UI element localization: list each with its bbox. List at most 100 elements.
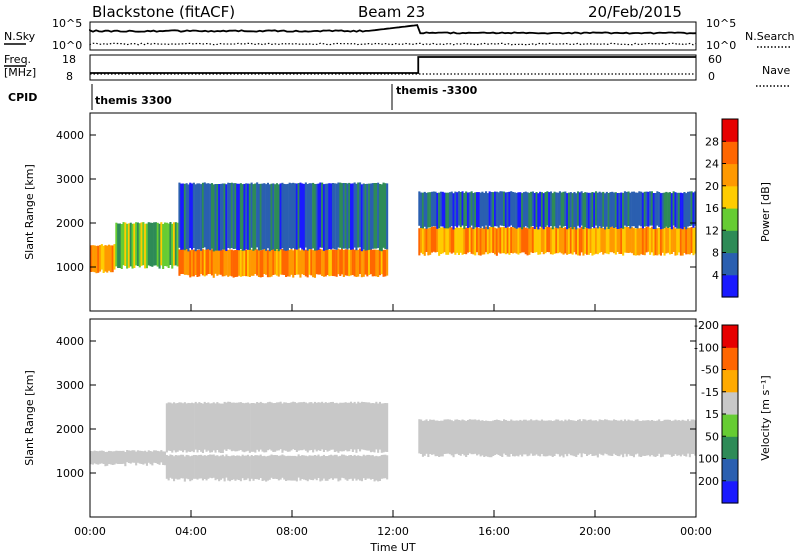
heatmap-cell bbox=[439, 420, 442, 457]
heatmap-cell bbox=[359, 248, 362, 274]
heatmap-cell bbox=[254, 403, 257, 453]
heatmap-cell bbox=[549, 420, 552, 456]
heatmap-cell bbox=[266, 250, 269, 278]
heatmap-cell bbox=[566, 193, 569, 230]
heatmap-cell bbox=[147, 222, 150, 266]
heatmap-cell bbox=[203, 401, 206, 450]
heatmap-cell bbox=[479, 192, 482, 229]
heatmap-cell bbox=[456, 192, 459, 228]
heatmap-cell bbox=[118, 223, 121, 268]
heatmap-cell bbox=[441, 191, 444, 227]
heatmap-cell bbox=[539, 420, 542, 457]
heatmap-cell bbox=[165, 403, 168, 453]
heatmap-cell bbox=[443, 192, 446, 229]
heatmap-cell bbox=[360, 250, 363, 278]
heatmap-cell bbox=[591, 192, 594, 227]
cpid-label: CPID bbox=[8, 91, 37, 104]
heatmap-cell bbox=[638, 420, 641, 457]
heatmap-cell bbox=[221, 403, 224, 453]
heatmap-cell bbox=[331, 401, 334, 450]
heatmap-cell bbox=[620, 227, 623, 254]
heatmap-cell bbox=[578, 228, 581, 256]
cpid-segment-2: themis -3300 bbox=[396, 84, 478, 97]
heatmap-cell bbox=[342, 250, 345, 277]
heatmap-cell bbox=[209, 183, 212, 251]
heatmap-cell bbox=[533, 420, 536, 456]
heatmap-cell bbox=[301, 183, 304, 250]
heatmap-cell bbox=[384, 454, 387, 479]
heatmap-cell bbox=[355, 250, 358, 277]
heatmap-cell bbox=[495, 228, 498, 256]
heatmap-cell bbox=[196, 403, 199, 453]
heatmap-cell bbox=[120, 224, 123, 269]
heatmap-cell bbox=[616, 193, 619, 229]
heatmap-cell bbox=[326, 456, 329, 481]
heatmap-cell bbox=[310, 249, 313, 276]
heatmap-cell bbox=[620, 419, 623, 455]
heatmap-cell bbox=[571, 420, 574, 456]
ytick-label: 4000 bbox=[56, 129, 84, 142]
heatmap-cell bbox=[577, 191, 580, 226]
heatmap-cell bbox=[555, 419, 558, 454]
heatmap-cell bbox=[618, 420, 621, 457]
heatmap-cell bbox=[256, 455, 259, 480]
heatmap-cell bbox=[245, 455, 248, 480]
heatmap-cell bbox=[151, 222, 154, 267]
colorbar-tick-label: 28 bbox=[705, 135, 719, 148]
xtick-label: 12:00 bbox=[377, 525, 409, 538]
heatmap-cell bbox=[688, 421, 691, 458]
heatmap-cell bbox=[355, 403, 358, 453]
heatmap-cell bbox=[149, 222, 152, 267]
heatmap-cell bbox=[317, 248, 320, 275]
heatmap-cell bbox=[524, 191, 527, 227]
heatmap-cell bbox=[627, 227, 630, 253]
heatmap-cell bbox=[474, 419, 477, 454]
heatmap-cell bbox=[337, 248, 340, 275]
heatmap-cell bbox=[158, 223, 161, 269]
heatmap-cell bbox=[297, 402, 300, 451]
heatmap-cell bbox=[454, 227, 457, 255]
heatmap-cell bbox=[429, 419, 432, 454]
heatmap-cell bbox=[593, 420, 596, 456]
heatmap-cell bbox=[694, 191, 697, 226]
heatmap-cell bbox=[652, 193, 655, 229]
heatmap-cell bbox=[438, 421, 441, 457]
heatmap-cell bbox=[530, 226, 533, 253]
heatmap-cell bbox=[99, 245, 102, 272]
heatmap-cell bbox=[470, 191, 473, 226]
ytick-label: 2000 bbox=[56, 217, 84, 230]
power-colorbar-label: Power [dB] bbox=[759, 182, 772, 242]
heatmap-cell bbox=[470, 227, 473, 254]
heatmap-cell bbox=[605, 227, 608, 254]
heatmap-cell bbox=[219, 248, 222, 275]
heatmap-cell bbox=[304, 402, 307, 451]
heatmap-cell bbox=[295, 183, 298, 250]
heatmap-cell bbox=[463, 192, 466, 229]
heatmap-cell bbox=[539, 227, 542, 255]
heatmap-cell bbox=[546, 226, 549, 252]
heatmap-cell bbox=[360, 401, 363, 450]
heatmap-cell bbox=[461, 419, 464, 454]
heatmap-cell bbox=[364, 248, 367, 275]
heatmap-cell bbox=[429, 192, 432, 228]
heatmap-cell bbox=[198, 402, 201, 450]
heatmap-cell bbox=[631, 420, 634, 456]
heatmap-cell bbox=[109, 245, 112, 273]
heatmap-cell bbox=[360, 184, 363, 252]
heatmap-cell bbox=[441, 420, 444, 457]
colorbar-swatch bbox=[722, 230, 738, 254]
heatmap-cell bbox=[313, 250, 316, 278]
heatmap-cell bbox=[331, 183, 334, 249]
heatmap-cell bbox=[108, 450, 111, 464]
heatmap-cell bbox=[423, 420, 426, 456]
heatmap-cell bbox=[230, 182, 233, 248]
heatmap-cell bbox=[573, 226, 576, 253]
heatmap-cell bbox=[239, 402, 242, 450]
heatmap-cell bbox=[382, 403, 385, 453]
heatmap-cell bbox=[595, 191, 598, 226]
heatmap-cell bbox=[342, 402, 345, 452]
heatmap-cell bbox=[611, 226, 614, 253]
heatmap-cell bbox=[465, 191, 468, 226]
colorbar-swatch bbox=[722, 369, 738, 393]
heatmap-cell bbox=[665, 227, 668, 254]
